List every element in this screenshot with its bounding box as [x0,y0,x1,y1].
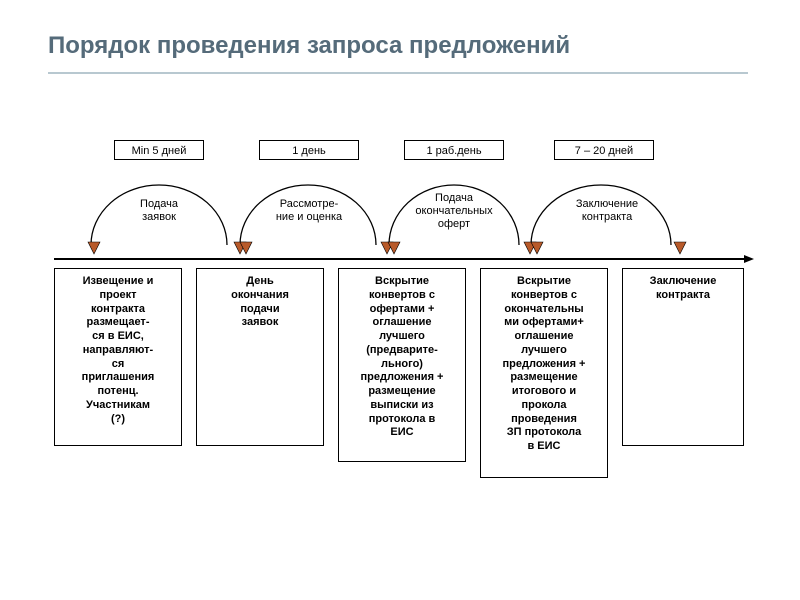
stage-box: Извещение и проект контракта размещает- … [54,268,182,446]
phase-label: Подача заявок [109,198,209,224]
arrow-down-icon [386,240,402,256]
arrow-down-icon [86,240,102,256]
arrow-right-icon [744,253,756,265]
stage-box: День окончания подачи заявок [196,268,324,446]
duration-box: 1 день [259,140,359,160]
duration-box: Min 5 дней [114,140,204,160]
timeline-axis [54,258,746,260]
process-diagram: Min 5 дней 1 день 1 раб.день 7 – 20 дней… [54,140,746,570]
stage-box: Вскрытие конвертов с офертами + оглашени… [338,268,466,462]
stage-box: Вскрытие конвертов с окончательны ми офе… [480,268,608,478]
phase-label: Подача окончательных оферт [394,192,514,232]
stage-box: Заключение контракта [622,268,744,446]
phase-label: Заключение контракта [552,198,662,224]
duration-box: 1 раб.день [404,140,504,160]
arrow-down-icon [238,240,254,256]
phase-label: Рассмотре- ние и оценка [250,198,368,224]
title-underline [48,72,748,74]
duration-box: 7 – 20 дней [554,140,654,160]
arrow-down-icon [672,240,688,256]
arrow-down-icon [529,240,545,256]
page-title: Порядок проведения запроса предложений [48,32,570,60]
